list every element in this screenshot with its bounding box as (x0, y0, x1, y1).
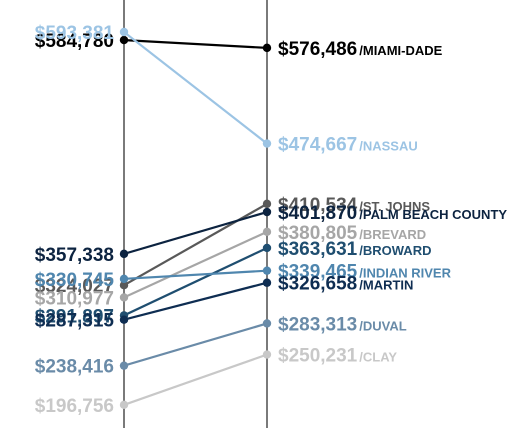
series-name-duval: /DUVAL (359, 318, 406, 333)
end-label-indian-river: $339,465 (278, 262, 358, 283)
end-label-nassau: $474,667 (278, 135, 357, 156)
end-label-broward: $363,631 (278, 239, 358, 260)
start-label-broward: $291,897 (35, 306, 114, 327)
slope-line-palm-beach-county (123, 210, 268, 255)
end-label-clay: $250,231 (278, 346, 358, 367)
end-point-duval (262, 319, 272, 328)
start-point-martin (119, 315, 129, 324)
start-point-brevard (119, 293, 129, 302)
start-point-indian-river (119, 274, 129, 284)
start-label-nassau: $593,381 (35, 23, 115, 44)
end-point-martin (262, 278, 272, 287)
slope-line-duval (123, 322, 268, 367)
slope-line-indian-river (123, 269, 268, 280)
end-label-martin: $326,658 (278, 274, 357, 295)
end-point-broward (262, 243, 272, 253)
start-point-nassau (119, 27, 129, 37)
start-label-clay: $196,756 (35, 396, 114, 417)
start-label-duval: $238,416 (35, 357, 114, 378)
end-point-brevard (262, 227, 272, 237)
end-point-palm-beach-county (262, 207, 272, 217)
end-point-indian-river (262, 266, 272, 275)
start-point-clay (119, 400, 129, 410)
end-point-st-johns (262, 199, 272, 209)
series-name-st-johns: /ST. JOHNS (359, 199, 430, 214)
end-label-miami-dade: $576,486 (278, 39, 357, 60)
end-point-clay (262, 350, 272, 359)
start-point-palm-beach-county (119, 249, 129, 259)
slope-line-miami-dade (123, 38, 268, 49)
start-label-brevard: $310,977 (35, 288, 114, 309)
slope-line-martin (123, 281, 268, 321)
series-name-indian-river: /INDIAN RIVER (359, 266, 451, 281)
start-label-miami-dade: $584,780 (35, 31, 114, 52)
start-point-duval (119, 361, 129, 370)
start-label-st-johns: $324,027 (35, 276, 114, 297)
slope-line-clay (123, 353, 268, 406)
slope-line-broward (123, 246, 268, 317)
series-name-clay: /CLAY (359, 350, 397, 365)
series-name-broward: /BROWARD (359, 243, 431, 258)
end-label-duval: $283,313 (278, 314, 357, 335)
start-point-miami-dade (119, 35, 129, 45)
start-label-martin: $287,315 (35, 311, 115, 332)
slope-line-st-johns (123, 202, 268, 287)
end-point-nassau (262, 139, 272, 148)
series-name-brevard: /BREVARD (359, 227, 426, 242)
series-name-palm-beach-county: /PALM BEACH COUNTY (359, 207, 507, 222)
end-point-miami-dade (262, 43, 272, 53)
slope-line-brevard (123, 230, 268, 299)
series-name-nassau: /NASSAU (359, 139, 418, 154)
series-name-miami-dade: /MIAMI-DADE (359, 43, 442, 58)
end-label-brevard: $380,805 (278, 223, 358, 244)
start-label-palm-beach-county: $357,338 (35, 245, 114, 266)
slope-line-nassau (123, 31, 268, 145)
start-label-indian-river: $330,745 (35, 270, 115, 291)
start-point-st-johns (119, 280, 129, 290)
series-name-martin: /MARTIN (359, 278, 413, 293)
end-label-st-johns: $410,534 (278, 195, 358, 216)
end-label-palm-beach-county: $401,870 (278, 203, 357, 224)
